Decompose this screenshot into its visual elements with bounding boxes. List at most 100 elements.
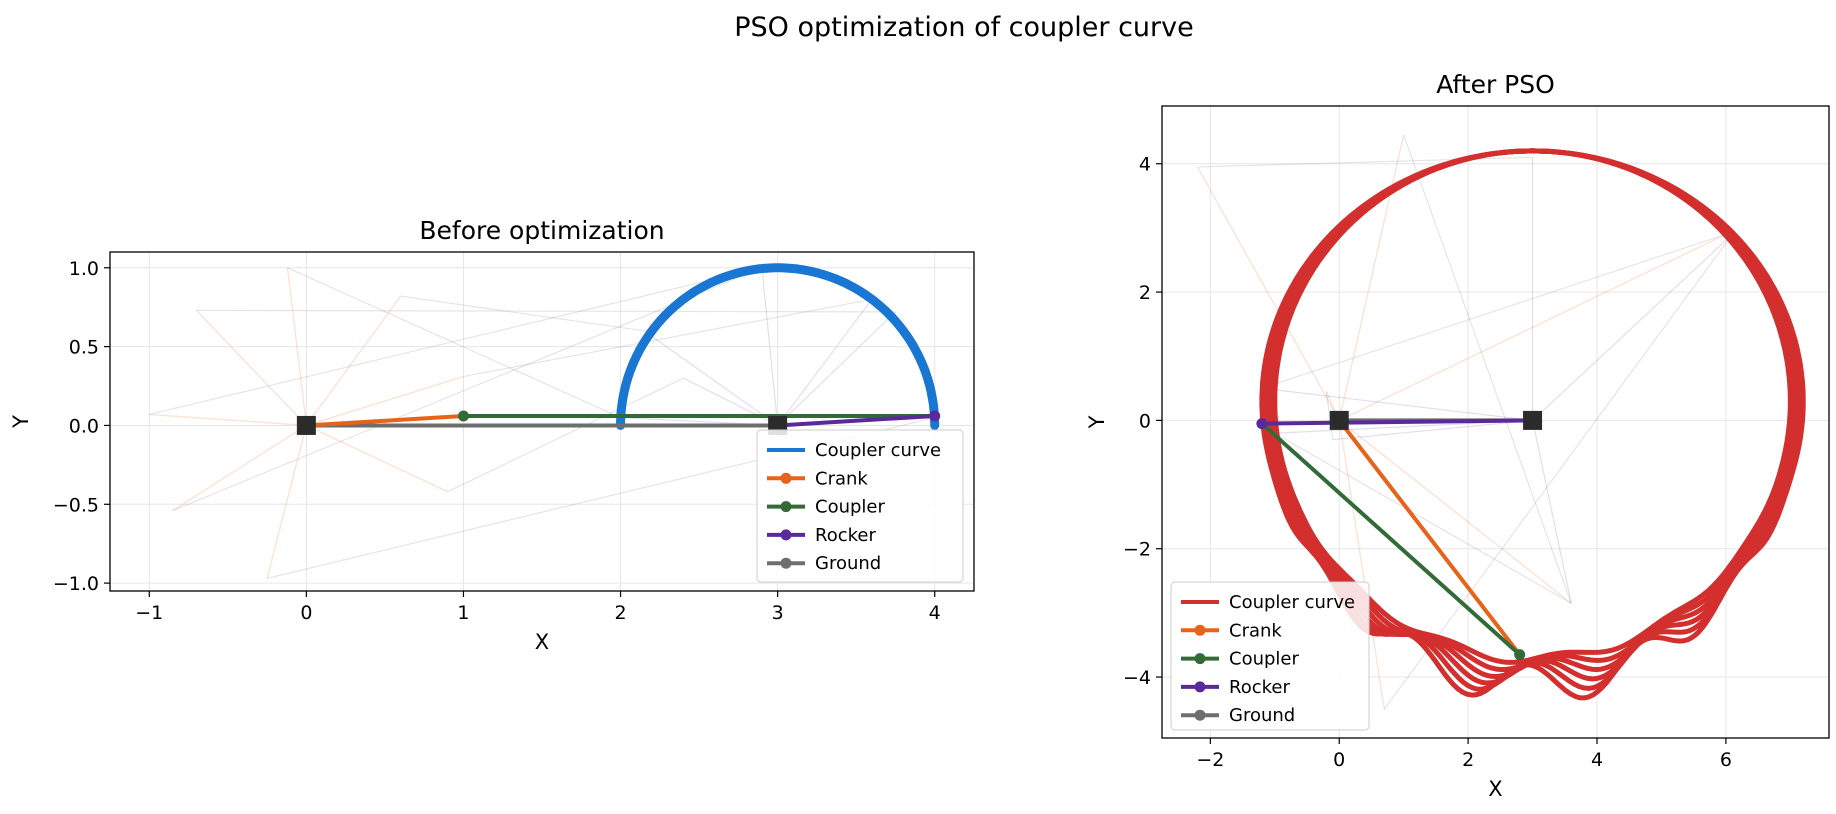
crank-coupler-joint [457, 410, 469, 422]
ghost-crank-line [1338, 134, 1405, 421]
legend-marker [780, 472, 792, 484]
ghost-coupler-line [149, 267, 763, 415]
x-tick-label: 3 [772, 602, 784, 624]
ghost-coupler-line [1325, 391, 1334, 440]
legend-box [1170, 581, 1370, 731]
ghost-rocker-line [777, 311, 896, 426]
ghost-rocker-line [643, 330, 778, 426]
chart-before-optimization: −1 0 1 2 3 4 −1.0 −0.5 0.0 0.5 1.0 Before optimizat… [9, 216, 975, 654]
ghost-coupler-line [1197, 156, 1533, 168]
legend: Coupler curve Crank Coupler Rocker Ground [1170, 581, 1370, 731]
legend: Coupler curve Crank Coupler Rocker Ground [756, 429, 964, 583]
ghost-crank-line [149, 413, 307, 427]
x-tick-label: 4 [1591, 749, 1603, 771]
y-tick-label: −4 [1123, 667, 1151, 689]
ghost-rocker-line [1332, 419, 1533, 441]
x-tick-label: 2 [1462, 749, 1474, 771]
ghost-crank-line [1338, 420, 1386, 710]
y-axis-label: Y [9, 415, 33, 429]
ghost-rocker-line [777, 298, 873, 426]
plot-frame [109, 251, 975, 592]
y-tick-label: −0.5 [53, 494, 99, 516]
crank-link [1337, 419, 1522, 656]
coupler-curve [616, 263, 940, 430]
legend-marker [780, 529, 792, 541]
ghost-crank-line [1338, 419, 1572, 604]
legend-label: Coupler [1229, 649, 1299, 670]
coupler-rocker-joint [1256, 418, 1268, 430]
y-tick-label: 0.0 [69, 415, 99, 437]
ground-pivot [1329, 410, 1349, 430]
legend-label: Rocker [1229, 677, 1290, 698]
ghost-coupler-line [1261, 233, 1727, 389]
chart-title: Before optimization [419, 216, 664, 245]
ghost-crank-line [305, 295, 402, 426]
coupler-link [1260, 422, 1522, 657]
x-tick-label: 0 [300, 602, 312, 624]
x-tick-label: −1 [135, 602, 163, 624]
x-tick-label: 6 [1720, 749, 1732, 771]
ghost-coupler-line [287, 267, 621, 419]
legend-label: Crank [815, 468, 868, 489]
legend-label: Ground [815, 553, 881, 574]
x-axis-label: X [535, 630, 549, 654]
ghost-crank-line [1196, 166, 1340, 421]
y-tick-label: 4 [1139, 154, 1151, 176]
y-tick-label: 2 [1139, 282, 1151, 304]
x-axis-label: X [1488, 777, 1502, 801]
ghost-coupler-line [1383, 233, 1733, 710]
legend-marker [1194, 681, 1206, 693]
ghost-crank-line [172, 424, 307, 512]
legend-marker [1194, 624, 1206, 636]
ghost-rocker-line [1531, 420, 1572, 604]
crank-coupler-joint [1514, 649, 1526, 661]
ghost-coupler-line [1274, 432, 1572, 604]
ghost-crank-line [306, 375, 464, 427]
legend-label: Coupler [815, 497, 885, 518]
x-tick-label: 1 [457, 602, 469, 624]
figure-title: PSO optimization of coupler curve [734, 12, 1194, 43]
legend-marker [1194, 709, 1206, 721]
y-tick-label: −1.0 [53, 573, 99, 595]
y-tick-label: 0 [1139, 410, 1151, 432]
crank-link [306, 413, 464, 428]
legend-label: Rocker [815, 525, 876, 546]
legend-label: Coupler curve [1229, 592, 1355, 613]
plot-frame [1161, 105, 1830, 739]
plot-area [1196, 134, 1806, 710]
ghost-crank-line [1338, 233, 1727, 422]
ghost-coupler-line [463, 298, 873, 378]
ghost-crank-line [286, 267, 308, 426]
ghost-coupler-line [1403, 134, 1572, 604]
x-tick-label: 2 [614, 602, 626, 624]
ghost-coupler-line [172, 267, 763, 512]
coupler-rocker-joint [929, 410, 941, 422]
ghost-coupler-line [400, 295, 645, 332]
rocker-link [1261, 418, 1533, 426]
x-tick-label: 0 [1333, 749, 1345, 771]
legend-marker [780, 557, 792, 569]
legend-label: Crank [1229, 620, 1282, 641]
ghost-crank-line [195, 309, 307, 426]
ghost-crank-line [266, 425, 308, 579]
ghost-rocker-line [1261, 387, 1533, 421]
y-tick-label: −2 [1123, 539, 1151, 561]
legend-label: Ground [1229, 705, 1295, 726]
y-tick-label: 1.0 [69, 258, 99, 280]
legend-marker [780, 501, 792, 513]
plot-area [149, 263, 941, 579]
x-tick-label: 4 [929, 602, 941, 624]
ghost-coupler-line [196, 309, 896, 313]
ghost-rocker-line [761, 267, 779, 426]
ghost-coupler-line [447, 377, 684, 493]
ghost-rocker-line [1532, 233, 1733, 421]
rocker-link [777, 413, 935, 428]
chart-title: After PSO [1436, 70, 1555, 99]
ground-pivot [296, 415, 316, 435]
chart-after-pso: −2 0 2 4 6 −4 −2 0 2 4 After PSO X Y Coupler curve Cra… [1085, 70, 1830, 801]
ghost-rocker-line [683, 377, 778, 426]
x-tick-label: −2 [1196, 749, 1224, 771]
legend-label: Coupler curve [815, 440, 941, 461]
coupler-curve [1259, 148, 1806, 701]
